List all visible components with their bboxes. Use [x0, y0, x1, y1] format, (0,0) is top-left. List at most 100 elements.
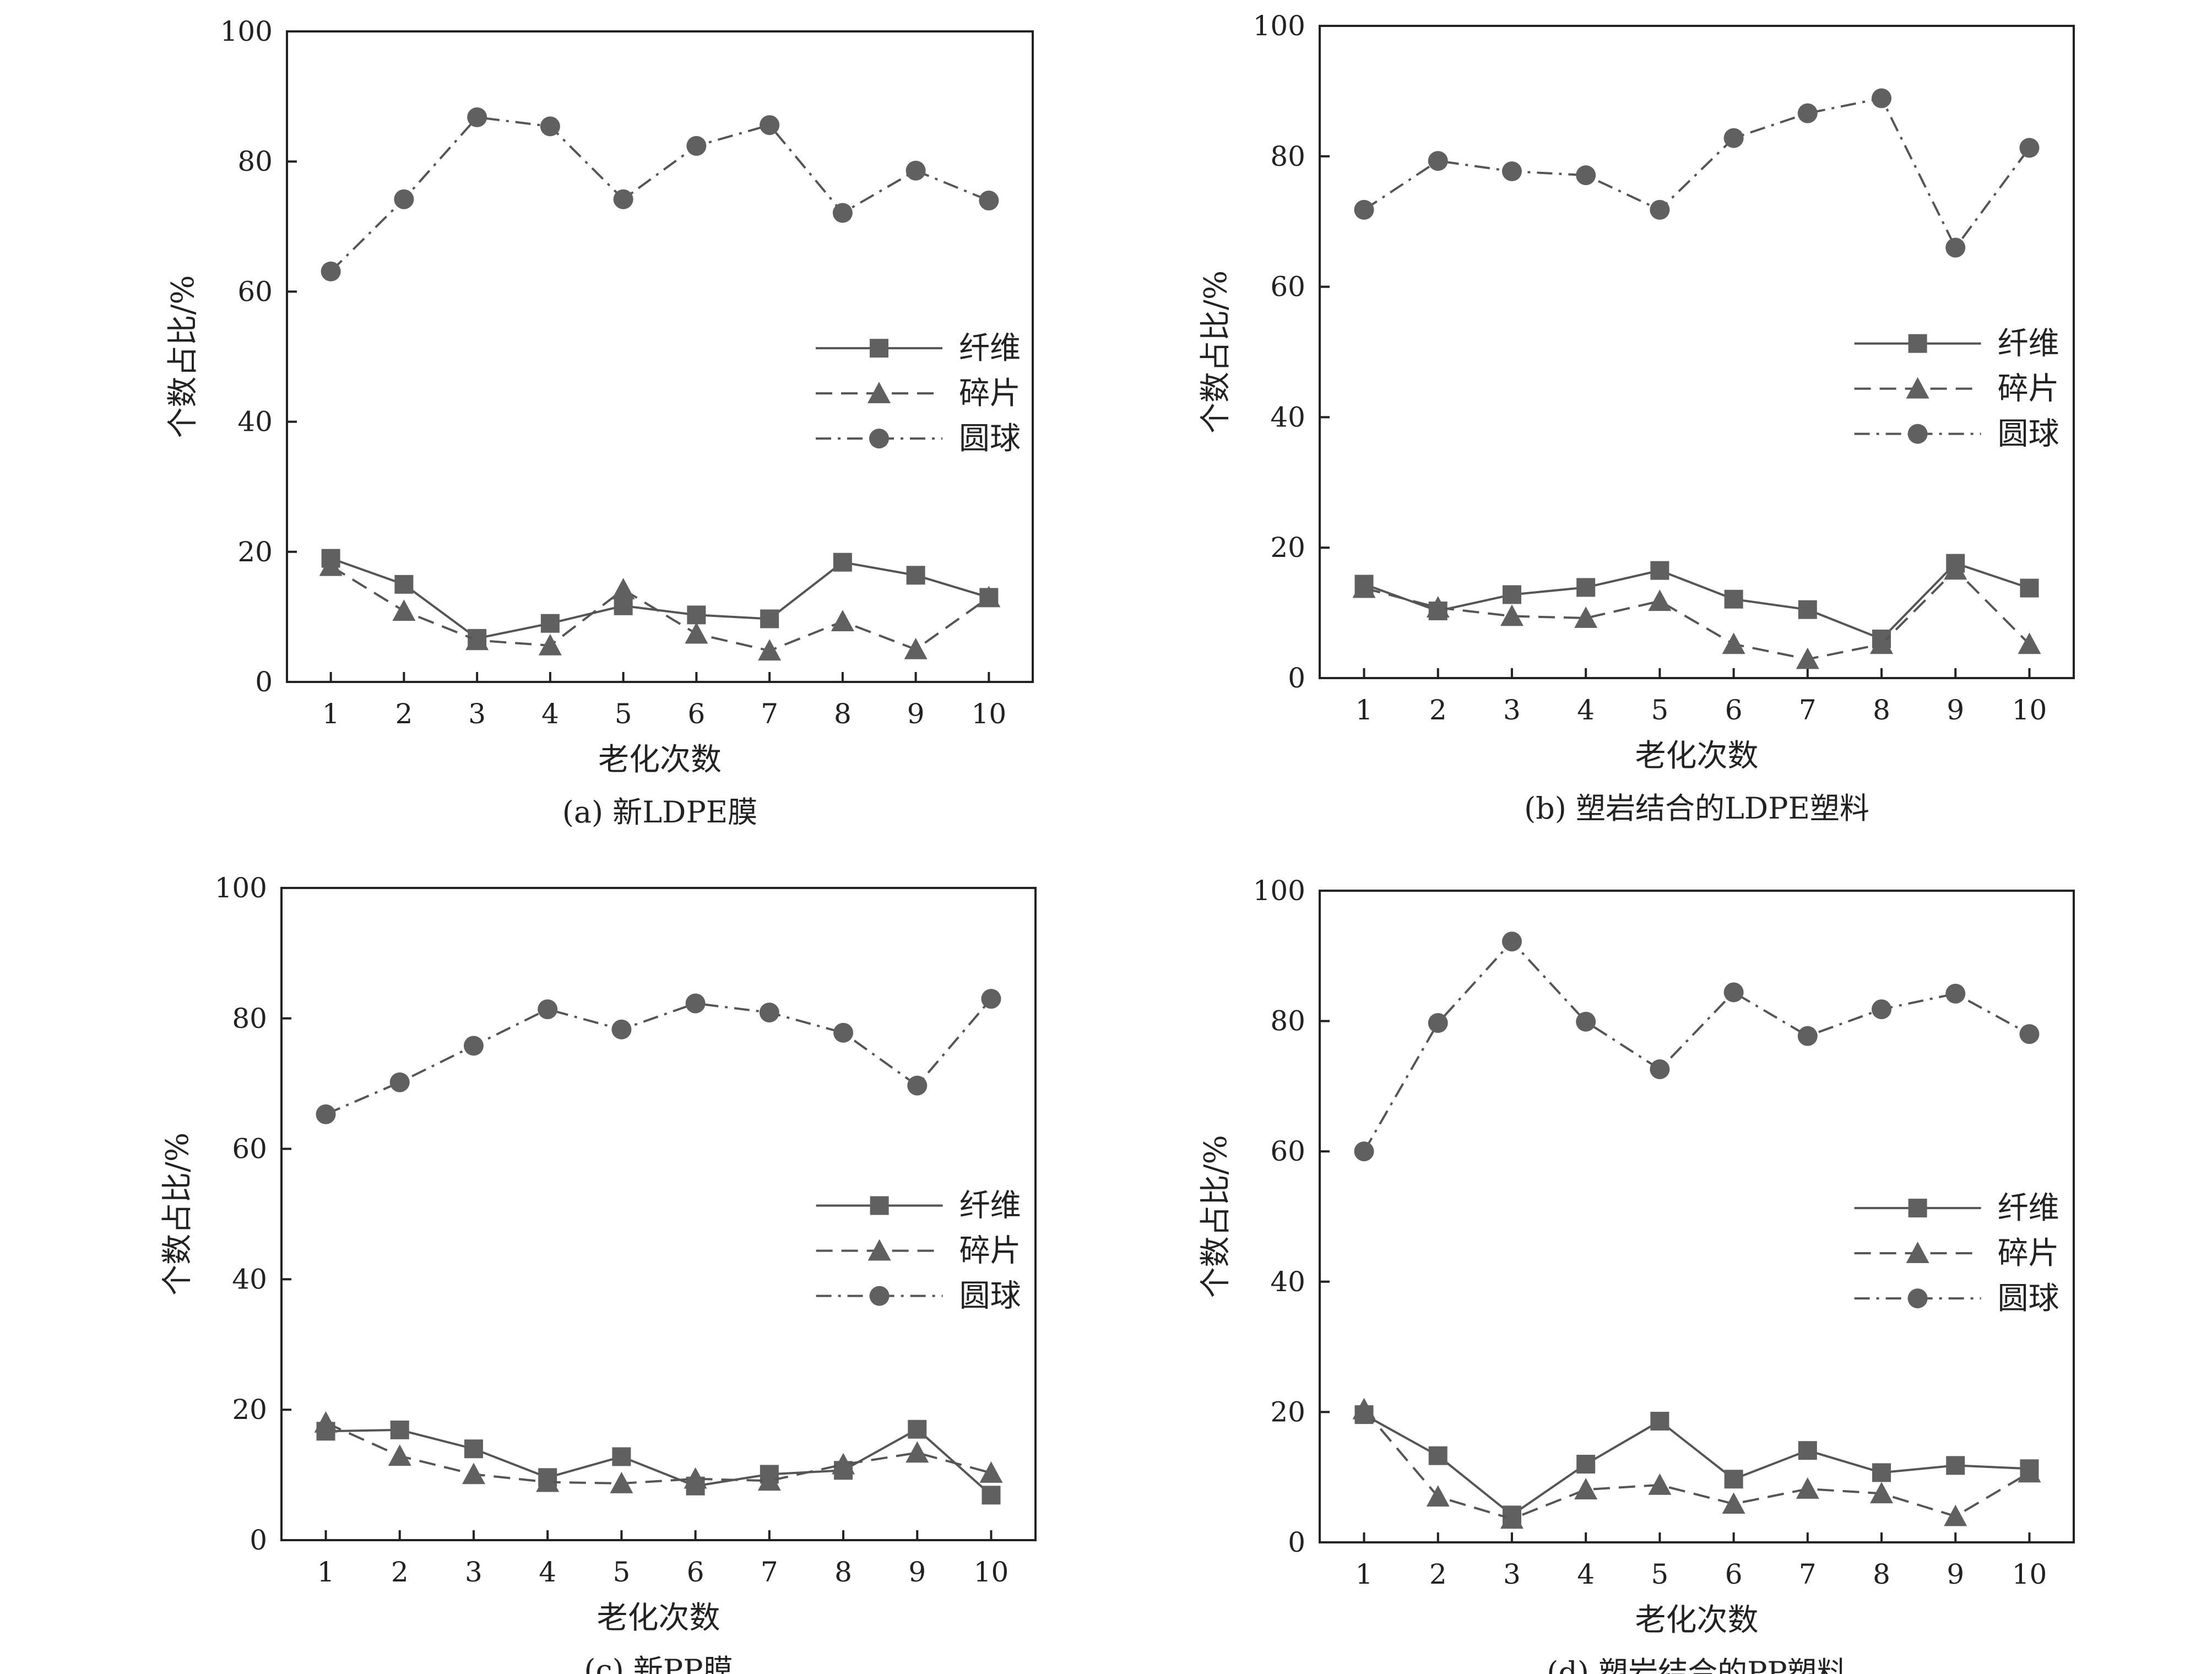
data-point [907, 1075, 928, 1096]
y-tick-label: 0 [1288, 662, 1305, 694]
y-tick-label: 60 [1270, 271, 1305, 303]
y-tick-label: 80 [237, 145, 273, 177]
data-point [1944, 558, 1967, 580]
data-point [1945, 983, 1966, 1004]
legend-label: 纤维 [1998, 326, 2059, 362]
x-tick-label: 10 [974, 1556, 1009, 1588]
data-point [389, 1072, 410, 1092]
x-tick-label: 10 [2012, 1558, 2047, 1590]
data-point [1796, 647, 1819, 669]
series-line [325, 998, 992, 1115]
series-line [325, 1422, 991, 1485]
x-tick-label: 6 [1725, 694, 1743, 726]
y-tick-label: 0 [255, 666, 273, 698]
y-tick-label: 100 [1253, 875, 1305, 907]
data-point [613, 189, 633, 209]
data-point [1426, 1485, 1450, 1507]
data-point [1576, 165, 1596, 186]
data-point [1946, 1456, 1965, 1475]
data-point [759, 1003, 779, 1023]
legend-marker-triangle [868, 1239, 891, 1261]
legend-label: 圆球 [959, 421, 1021, 457]
panel-caption: (c) 新PP膜 [584, 1653, 733, 1674]
data-point [684, 1467, 707, 1489]
data-point [1650, 199, 1670, 220]
x-tick-label: 4 [1577, 1558, 1595, 1590]
data-point [906, 1441, 929, 1463]
series-line [1363, 97, 2031, 250]
data-point [1648, 1473, 1672, 1495]
x-tick-label: 1 [317, 1556, 335, 1588]
legend-label: 碎片 [959, 376, 1021, 411]
data-point [611, 578, 635, 600]
legend-label: 圆球 [1998, 416, 2059, 452]
legend-marker-square [1908, 334, 1927, 353]
x-tick-label: 8 [834, 698, 852, 730]
data-point [2020, 578, 2039, 598]
x-tick-label: 3 [1503, 1558, 1521, 1590]
data-point [904, 637, 928, 659]
data-point [394, 189, 414, 209]
legend-label: 纤维 [959, 331, 1021, 366]
data-point [1428, 1446, 1447, 1465]
panel-caption: (d) 塑岩结合的PP塑料 [1547, 1655, 1847, 1674]
data-point [2018, 632, 2041, 654]
data-point [1352, 576, 1376, 598]
data-point [321, 261, 341, 281]
x-tick-label: 8 [834, 1556, 852, 1588]
chart-panel-4: 0 20 40 60 80 100 1 2 3 4 5 6 7 8 9 10 老化次数 个数占比/% (d) 塑岩结… [1198, 875, 2075, 1674]
x-tick-label: 1 [1356, 1558, 1373, 1590]
y-tick-label: 100 [1253, 10, 1305, 42]
series-square [1354, 554, 2039, 648]
plot-frame [1319, 890, 2075, 1543]
x-tick-label: 7 [1799, 694, 1817, 726]
y-tick-label: 100 [220, 15, 273, 47]
data-point [833, 552, 852, 572]
data-point [536, 1470, 560, 1492]
data-point [1797, 103, 1818, 123]
series-triangle [319, 554, 1001, 661]
data-point [2018, 1461, 2041, 1483]
x-tick-label: 10 [2012, 694, 2047, 726]
series-circle [321, 107, 999, 281]
data-point [1944, 1504, 1967, 1526]
y-tick-label: 80 [1270, 140, 1305, 172]
y-tick-label: 20 [237, 536, 273, 568]
data-point [319, 554, 343, 576]
y-axis-title: 个数占比/% [1198, 1135, 1234, 1298]
legend-label: 纤维 [1998, 1190, 2059, 1226]
x-tick-label: 3 [1503, 694, 1521, 726]
y-tick-label: 0 [250, 1524, 267, 1556]
series-triangle [1352, 1397, 2041, 1529]
data-point [685, 622, 708, 644]
y-tick-label: 40 [1270, 401, 1305, 433]
x-axis-title: 老化次数 [597, 1600, 720, 1636]
y-axis-title: 个数占比/% [160, 1133, 196, 1296]
legend-marker-square [869, 339, 888, 358]
data-point [1502, 585, 1521, 604]
x-tick-label: 9 [907, 698, 925, 730]
data-point [1501, 931, 1522, 952]
x-tick-label: 2 [1429, 694, 1447, 726]
series-line [1363, 1408, 2030, 1520]
data-point [758, 639, 782, 661]
data-point [1650, 1059, 1670, 1080]
series-square [321, 549, 999, 648]
y-tick-label: 60 [232, 1133, 267, 1165]
series-line [330, 557, 989, 640]
data-point [1500, 1507, 1524, 1529]
data-point [614, 596, 633, 615]
x-tick-label: 5 [612, 1556, 630, 1588]
plot-frame [1319, 25, 2075, 679]
data-point [757, 1469, 781, 1491]
data-point [832, 203, 853, 223]
series-circle [1354, 931, 2040, 1162]
data-point [1576, 1011, 1596, 1032]
data-point [2019, 1024, 2040, 1044]
data-point [1428, 151, 1448, 171]
data-point [465, 629, 489, 651]
x-tick-label: 2 [391, 1556, 409, 1588]
data-point [687, 605, 706, 625]
